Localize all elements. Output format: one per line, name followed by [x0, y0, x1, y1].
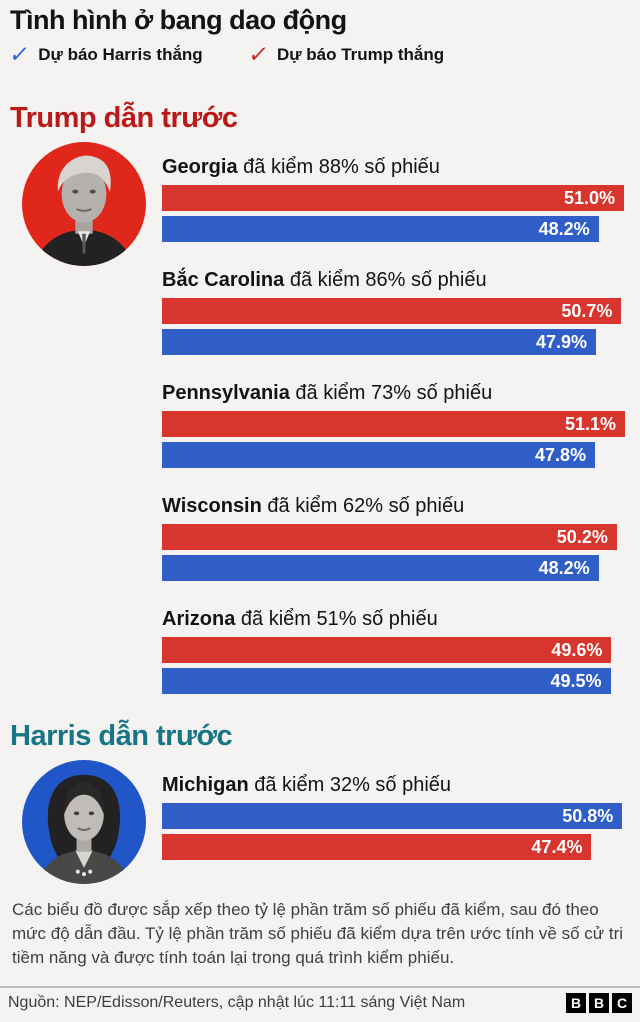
state-label: Bắc Carolina đã kiểm 86% số phiếu: [162, 268, 625, 292]
trump-avatar: [22, 142, 146, 266]
bar-value-label: 48.2%: [538, 558, 590, 578]
bar-value-label: 51.1%: [564, 414, 616, 434]
rep-bar: 50.2%: [162, 524, 617, 550]
section-heading-trump-lead: Trump dẫn trước: [10, 102, 238, 134]
dem-bar: 47.8%: [162, 442, 596, 468]
state-name: Georgia: [162, 156, 238, 178]
header: Tình hình ở bang dao động ✓ Dự báo Harri…: [0, 0, 640, 67]
state-list: Georgia đã kiểm 88% số phiếu 51.0% 48.2% Bắ…: [162, 155, 625, 694]
state-name: Michigan: [162, 774, 249, 796]
state-list: Michigan đã kiểm 32% số phiếu 50.8% 47.4%: [162, 773, 625, 860]
legend-label-trump: Dự báo Trump thắng: [276, 44, 445, 64]
dem-bar: 48.2%: [162, 216, 599, 242]
state-label: Pennsylvania đã kiểm 73% số phiếu: [162, 381, 625, 405]
state-name: Wisconsin: [162, 495, 262, 517]
dem-bar: 50.8%: [162, 803, 623, 829]
bar-value-label: 50.7%: [561, 301, 613, 321]
state-row: Bắc Carolina đã kiểm 86% số phiếu 50.7% 47…: [162, 268, 625, 355]
state-label: Michigan đã kiểm 32% số phiếu: [162, 773, 625, 797]
state-counted-text: đã kiểm 51% số phiếu: [240, 608, 438, 630]
state-name: Pennsylvania: [162, 382, 290, 404]
footer: Nguồn: NEP/Edisson/Reuters, cập nhật lúc…: [0, 988, 640, 1013]
state-name: Arizona: [162, 608, 236, 630]
rep-bar: 51.1%: [162, 411, 625, 437]
legend-label-harris: Dự báo Harris thắng: [38, 44, 203, 64]
state-row: Michigan đã kiểm 32% số phiếu 50.8% 47.4%: [162, 773, 625, 860]
section-body-harris-lead: Michigan đã kiểm 32% số phiếu 50.8% 47.4%: [0, 760, 640, 884]
bar-value-label: 47.9%: [535, 332, 588, 352]
bar-value-label: 47.8%: [535, 445, 587, 465]
state-row: Georgia đã kiểm 88% số phiếu 51.0% 48.2%: [162, 155, 625, 242]
page-title: Tình hình ở bang dao động: [10, 5, 347, 35]
trump-check-icon: ✓: [246, 41, 271, 67]
legend: ✓ Dự báo Harris thắng ✓ Dự báo Trump thắ…: [7, 41, 630, 67]
bar-value-label: 47.4%: [531, 837, 583, 857]
state-row: Arizona đã kiểm 51% số phiếu 49.6% 49.5%: [162, 607, 625, 694]
state-label: Wisconsin đã kiểm 62% số phiếu: [162, 494, 625, 518]
section-body-trump-lead: Georgia đã kiểm 88% số phiếu 51.0% 48.2% Bắ…: [0, 142, 640, 694]
bar-value-label: 51.0%: [564, 188, 616, 208]
harris-check-icon: ✓: [7, 41, 32, 67]
bbc-logo: B B C: [566, 993, 632, 1013]
state-row: Pennsylvania đã kiểm 73% số phiếu 51.1% 47…: [162, 381, 625, 468]
dem-bar: 47.9%: [162, 329, 597, 355]
rep-bar: 49.6%: [162, 637, 612, 663]
bbc-logo-letter: B: [589, 993, 609, 1013]
section-heading-harris-lead: Harris dẫn trước: [10, 720, 233, 752]
state-counted-text: đã kiểm 73% số phiếu: [295, 382, 493, 404]
state-counted-text: đã kiểm 86% số phiếu: [289, 269, 487, 291]
legend-item-trump: ✓ Dự báo Trump thắng: [246, 41, 445, 67]
rep-bar: 47.4%: [162, 834, 592, 860]
state-name: Bắc Carolina: [162, 269, 285, 291]
chart-sections: Trump dẫn trước Georgia đã kiểm 88% số ph…: [0, 102, 640, 884]
harris-avatar: [22, 760, 146, 884]
state-label: Georgia đã kiểm 88% số phiếu: [162, 155, 625, 179]
rep-bar: 51.0%: [162, 185, 625, 211]
bar-value-label: 49.6%: [551, 640, 603, 660]
divider: [0, 986, 640, 988]
footnote: Các biểu đồ được sắp xếp theo tỷ lệ phần…: [12, 900, 624, 967]
state-counted-text: đã kiểm 32% số phiếu: [254, 774, 452, 796]
state-label: Arizona đã kiểm 51% số phiếu: [162, 607, 625, 631]
state-row: Wisconsin đã kiểm 62% số phiếu 50.2% 48.2%: [162, 494, 625, 581]
bar-value-label: 50.8%: [562, 806, 614, 826]
bar-value-label: 50.2%: [556, 527, 608, 547]
bbc-logo-letter: C: [612, 993, 632, 1013]
rep-bar: 50.7%: [162, 298, 622, 324]
dem-bar: 49.5%: [162, 668, 611, 694]
dem-bar: 48.2%: [162, 555, 599, 581]
bar-value-label: 48.2%: [538, 219, 590, 239]
legend-item-harris: ✓ Dự báo Harris thắng: [7, 41, 203, 67]
state-counted-text: đã kiểm 88% số phiếu: [243, 156, 440, 178]
state-counted-text: đã kiểm 62% số phiếu: [267, 495, 465, 517]
bbc-logo-letter: B: [566, 993, 586, 1013]
bar-value-label: 49.5%: [550, 671, 602, 691]
source-text: Nguồn: NEP/Edisson/Reuters, cập nhật lúc…: [8, 994, 466, 1011]
